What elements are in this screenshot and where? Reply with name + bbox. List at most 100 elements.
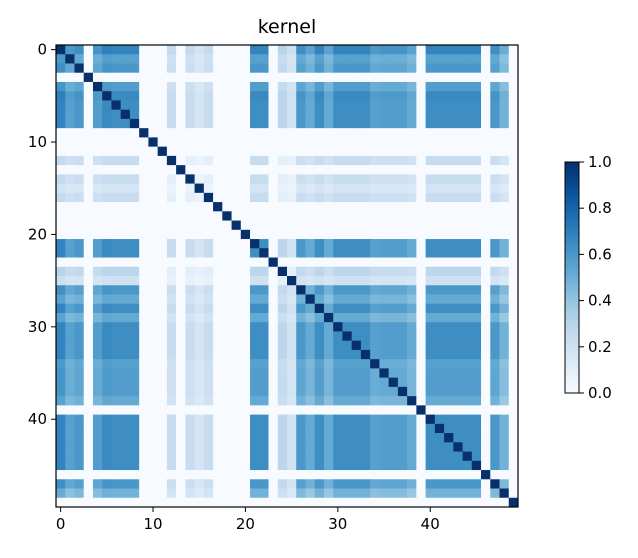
heatmap-cell [176,368,186,379]
heatmap-cell [333,128,343,138]
heatmap-cell [444,257,454,268]
heatmap-cell [176,118,186,129]
heatmap-cell [434,202,445,212]
heatmap-cell [102,192,112,203]
heatmap-cell [203,497,214,508]
heatmap-cell [120,497,131,508]
heatmap-cell [250,239,260,249]
heatmap-cell [120,211,131,221]
heatmap-cell [240,202,251,212]
heatmap-cell [379,396,390,406]
heatmap-cell [250,312,260,323]
heatmap-cell [268,377,279,388]
heatmap-cell [129,239,140,249]
heatmap-cell [240,137,251,148]
heatmap-cell [444,276,454,286]
heatmap-cell [56,312,66,323]
heatmap-cell [314,423,325,434]
heatmap-cell [453,72,463,83]
heatmap-cell [129,54,140,64]
heatmap-cell [481,488,491,499]
heatmap-cell [166,488,177,499]
heatmap-cell [83,118,94,129]
heatmap-cell [425,91,436,101]
heatmap-cell [453,285,463,295]
heatmap-cell [508,128,519,138]
heatmap-cell [296,72,306,83]
heatmap-cell [176,165,186,175]
heatmap-cell [166,63,177,74]
heatmap-cell [508,174,519,184]
heatmap-cell [490,220,500,231]
heatmap-cell [240,54,251,64]
heatmap-cell [240,285,251,295]
heatmap-cell [139,266,149,277]
heatmap-cell [462,460,473,471]
heatmap-cell [370,54,380,64]
heatmap-cell [296,340,306,351]
heatmap-cell [203,433,214,443]
heatmap-cell [259,312,269,323]
heatmap-cell [148,312,159,323]
heatmap-cell [287,183,297,194]
heatmap-cell [323,229,334,240]
heatmap-cell [287,174,297,184]
heatmap-cell [481,294,491,305]
heatmap-cell [148,91,159,101]
heatmap-cell [351,303,362,314]
heatmap-cell [360,322,371,332]
heatmap-cell [314,451,325,462]
heatmap-cell [74,479,85,489]
heatmap-cell [305,202,316,212]
heatmap-cell [453,155,463,166]
heatmap-cell [120,137,131,148]
heatmap-cell [333,423,343,434]
heatmap-cell [277,155,288,166]
heatmap-cell [370,451,380,462]
heatmap-cell [166,248,177,258]
heatmap-cell [508,165,519,175]
heatmap-cell [370,118,380,129]
heatmap-cell [74,183,85,194]
heatmap-cell [388,470,399,480]
heatmap-cell [268,192,279,203]
heatmap-cell [213,497,223,508]
heatmap-cell [92,285,103,295]
heatmap-cell [314,72,325,83]
heatmap-cell [231,109,242,120]
heatmap-cell [490,331,500,342]
heatmap-cell [111,202,122,212]
heatmap-cell [222,72,232,83]
heatmap-cell [166,202,177,212]
heatmap-cell [462,322,473,332]
heatmap-cell [111,433,122,443]
heatmap-cell [102,128,112,138]
heatmap-cell [305,479,316,489]
heatmap-cell [379,331,390,342]
heatmap-cell [83,368,94,379]
heatmap-cell [481,257,491,268]
heatmap-cell [407,192,417,203]
heatmap-cell [102,294,112,305]
heatmap-cell [120,488,131,499]
heatmap-cell [129,146,140,157]
heatmap-cell [74,109,85,120]
heatmap-cell [314,359,325,369]
heatmap-cell [407,451,417,462]
heatmap-cell [240,257,251,268]
heatmap-cell [268,460,279,471]
heatmap-cell [166,72,177,83]
heatmap-cell [259,202,269,212]
heatmap-cell [157,340,168,351]
heatmap-cell [259,248,269,258]
heatmap-cell [277,63,288,74]
heatmap-cell [425,165,436,175]
heatmap-cell [416,312,426,323]
heatmap-cell [462,386,473,397]
heatmap-cell [56,405,66,415]
heatmap-cell [360,128,371,138]
heatmap-cell [314,377,325,388]
heatmap-cell [74,165,85,175]
heatmap-cell [222,192,232,203]
heatmap-cell [203,109,214,120]
